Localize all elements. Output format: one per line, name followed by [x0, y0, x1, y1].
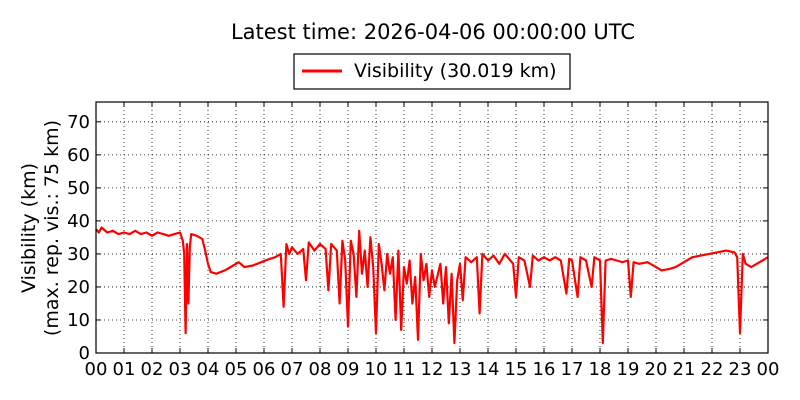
y-tick-label: 50 [67, 178, 90, 199]
y-tick-label: 70 [67, 112, 90, 133]
x-tick-label: 09 [337, 359, 360, 380]
grid [96, 102, 768, 353]
x-tick-label: 13 [449, 359, 472, 380]
x-tick-label: 00 [85, 359, 108, 380]
x-tick-label: 05 [225, 359, 248, 380]
x-tick-label: 20 [645, 359, 668, 380]
x-tick-label: 21 [673, 359, 696, 380]
chart-title: Latest time: 2026-04-06 00:00:00 UTC [230, 20, 636, 44]
y-axis-label: Visibility (km) [18, 163, 40, 293]
x-tick-label: 11 [393, 359, 416, 380]
y-axis-ticks: 0 10 20 30 40 50 60 70 [67, 112, 768, 364]
x-tick-label: 10 [365, 359, 388, 380]
y-tick-label: 40 [67, 211, 90, 232]
x-axis-ticks: 00 01 02 03 04 05 06 07 08 09 10 11 12 13 14 15 16 17 18 19… [85, 102, 780, 380]
x-tick-label: 16 [533, 359, 556, 380]
x-tick-label: 18 [589, 359, 612, 380]
x-tick-label: 08 [309, 359, 332, 380]
plot-frame [95, 101, 769, 354]
series-line [95, 226, 769, 345]
y-tick-label: 0 [79, 343, 90, 364]
series-polyline [95, 226, 769, 345]
x-tick-label: 00 [757, 359, 780, 380]
y-tick-label: 20 [67, 277, 90, 298]
y-tick-label: 30 [67, 244, 90, 265]
x-tick-label: 23 [729, 359, 752, 380]
x-tick-label: 15 [505, 359, 528, 380]
x-tick-label: 02 [141, 359, 164, 380]
x-tick-label: 04 [197, 359, 220, 380]
y-tick-label: 10 [67, 310, 90, 331]
y-tick-label: 60 [67, 145, 90, 166]
y-axis-sublabel: (max. rep. vis.: 75 km) [41, 120, 63, 336]
x-tick-label: 12 [421, 359, 444, 380]
x-tick-label: 14 [477, 359, 500, 380]
legend-label: Visibility (30.019 km) [354, 60, 557, 82]
x-tick-label: 06 [253, 359, 276, 380]
x-tick-label: 03 [169, 359, 192, 380]
x-tick-label: 19 [617, 359, 640, 380]
x-tick-label: 22 [701, 359, 724, 380]
x-tick-label: 01 [113, 359, 136, 380]
x-tick-label: 17 [561, 359, 584, 380]
x-tick-label: 07 [281, 359, 304, 380]
